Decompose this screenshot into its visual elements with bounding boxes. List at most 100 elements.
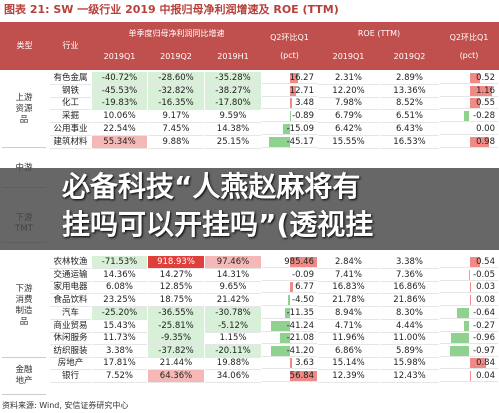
cell: 56.84 xyxy=(262,370,317,382)
header-cell: 2019Q1 xyxy=(318,46,379,68)
cell: 化工 xyxy=(50,97,91,111)
cell: 21.86% xyxy=(380,294,439,308)
overlay-banner: 必备科技“人燕赵麻将有 挂吗可以开挂吗”(透视挂 xyxy=(0,168,499,250)
cell: 6.51% xyxy=(380,110,439,124)
bar xyxy=(290,85,296,96)
cell: 6.42% xyxy=(318,123,379,136)
bar xyxy=(268,136,290,147)
header-cell: 2019H1 xyxy=(205,46,261,68)
cell: 918.93% xyxy=(148,256,204,269)
cell: -25.81% xyxy=(148,319,204,333)
bar xyxy=(469,370,471,381)
cell: 34.06% xyxy=(205,370,261,383)
bar xyxy=(287,295,290,306)
cell: 0.08 xyxy=(440,294,498,307)
bar xyxy=(464,320,470,331)
header-cell: Q2环比Q1 xyxy=(262,30,317,46)
cell: -36.55% xyxy=(148,306,204,320)
cell: -40.72% xyxy=(92,72,147,85)
cell: 纺织服装 xyxy=(50,345,91,358)
cell: 9.65% xyxy=(205,281,261,295)
bar xyxy=(463,111,470,122)
cell: -71.53% xyxy=(92,256,147,269)
cell: 19.88% xyxy=(205,357,261,370)
cell: -16.35% xyxy=(148,97,204,111)
bar xyxy=(290,282,294,293)
cell: 16.83% xyxy=(318,281,379,295)
cell: 10.06% xyxy=(92,110,147,124)
cell: 17.81% xyxy=(92,357,147,370)
cell: 建筑材料 xyxy=(50,136,91,149)
bar xyxy=(270,320,290,331)
bar xyxy=(469,73,480,83)
group-label: 上游资源品 xyxy=(2,72,46,149)
cell: 985.46 xyxy=(262,256,317,268)
cell: 0.03 xyxy=(440,281,498,294)
header-cell: (pct) xyxy=(262,48,317,64)
cell: 12.85% xyxy=(148,281,204,295)
cell: 97.46% xyxy=(205,256,261,269)
cell: 汽车 xyxy=(50,307,91,320)
cell: 15.14% xyxy=(318,357,379,370)
bar xyxy=(468,269,470,280)
bar xyxy=(290,73,298,83)
cell: 3.38% xyxy=(380,256,439,269)
cell: 7.98% xyxy=(318,97,379,111)
cell: 6.79% xyxy=(318,110,379,124)
cell: 休闲服务 xyxy=(50,332,91,346)
cell: 0.04 xyxy=(440,370,498,382)
bar xyxy=(469,358,487,368)
banner-line: 挂吗可以开挂吗”(透视挂 xyxy=(62,208,374,241)
cell: 22.54% xyxy=(92,123,147,136)
bar xyxy=(456,307,470,318)
cell: -0.28 xyxy=(440,110,498,123)
header-cell: 单季度归母净利润同比增速 xyxy=(92,24,261,44)
cell: 9.17% xyxy=(148,110,204,124)
bar xyxy=(469,295,472,306)
cell: 4.44% xyxy=(380,320,439,333)
cell: 7.52% xyxy=(92,370,147,383)
cell: 有色金属 xyxy=(50,72,91,85)
cell: 0.84 xyxy=(440,357,498,369)
cell: -41.20 xyxy=(262,345,317,357)
cell: 55.34% xyxy=(92,135,147,149)
banner-line: 必备科技“人燕赵麻将有 xyxy=(62,170,361,203)
cell: 11.96% xyxy=(318,332,379,346)
header-cell: 2019Q1 xyxy=(92,46,147,68)
cell: 14.27% xyxy=(148,269,204,282)
cell: 公用事业 xyxy=(50,123,91,136)
bar xyxy=(290,257,317,267)
cell: 0.55 xyxy=(440,97,498,110)
bar xyxy=(284,307,290,318)
bar xyxy=(282,123,290,134)
title: 图表 21: SW 一级行业 2019 中报归母净利润增速及 ROE (TTM) xyxy=(4,4,339,16)
cell: 64.36% xyxy=(148,369,204,383)
bar xyxy=(469,136,489,147)
cell: -35.28% xyxy=(205,72,261,85)
cell: 8.52% xyxy=(380,97,439,111)
cell: 0.54 xyxy=(440,256,498,268)
cell: -20.11% xyxy=(205,344,261,358)
cell: 7.45% xyxy=(148,123,204,136)
cell: 3.38% xyxy=(92,345,147,358)
cell: 9.59% xyxy=(205,110,261,124)
cell: 11.73% xyxy=(92,332,147,346)
cell: 0.52 xyxy=(440,72,498,84)
bar xyxy=(469,98,481,109)
cell: -30.78% xyxy=(205,306,261,320)
cell: 21.42% xyxy=(205,294,261,308)
cell: -41.24 xyxy=(262,320,317,332)
header-cell: ROE (TTM) xyxy=(318,24,440,44)
cell: -4.50 xyxy=(262,294,317,307)
cell: 12.20% xyxy=(318,85,379,98)
cell: -0.96 xyxy=(440,332,498,345)
cell: -21.08 xyxy=(262,332,317,345)
cell: 2.31% xyxy=(318,72,379,85)
bar xyxy=(450,345,470,356)
cell: 21.78% xyxy=(318,294,379,308)
bar xyxy=(270,345,290,356)
cell: 7.41% xyxy=(318,269,379,282)
cell: 2.89% xyxy=(380,72,439,85)
source: 资料来源: Wind, 安信证券研究中心 xyxy=(2,401,129,410)
